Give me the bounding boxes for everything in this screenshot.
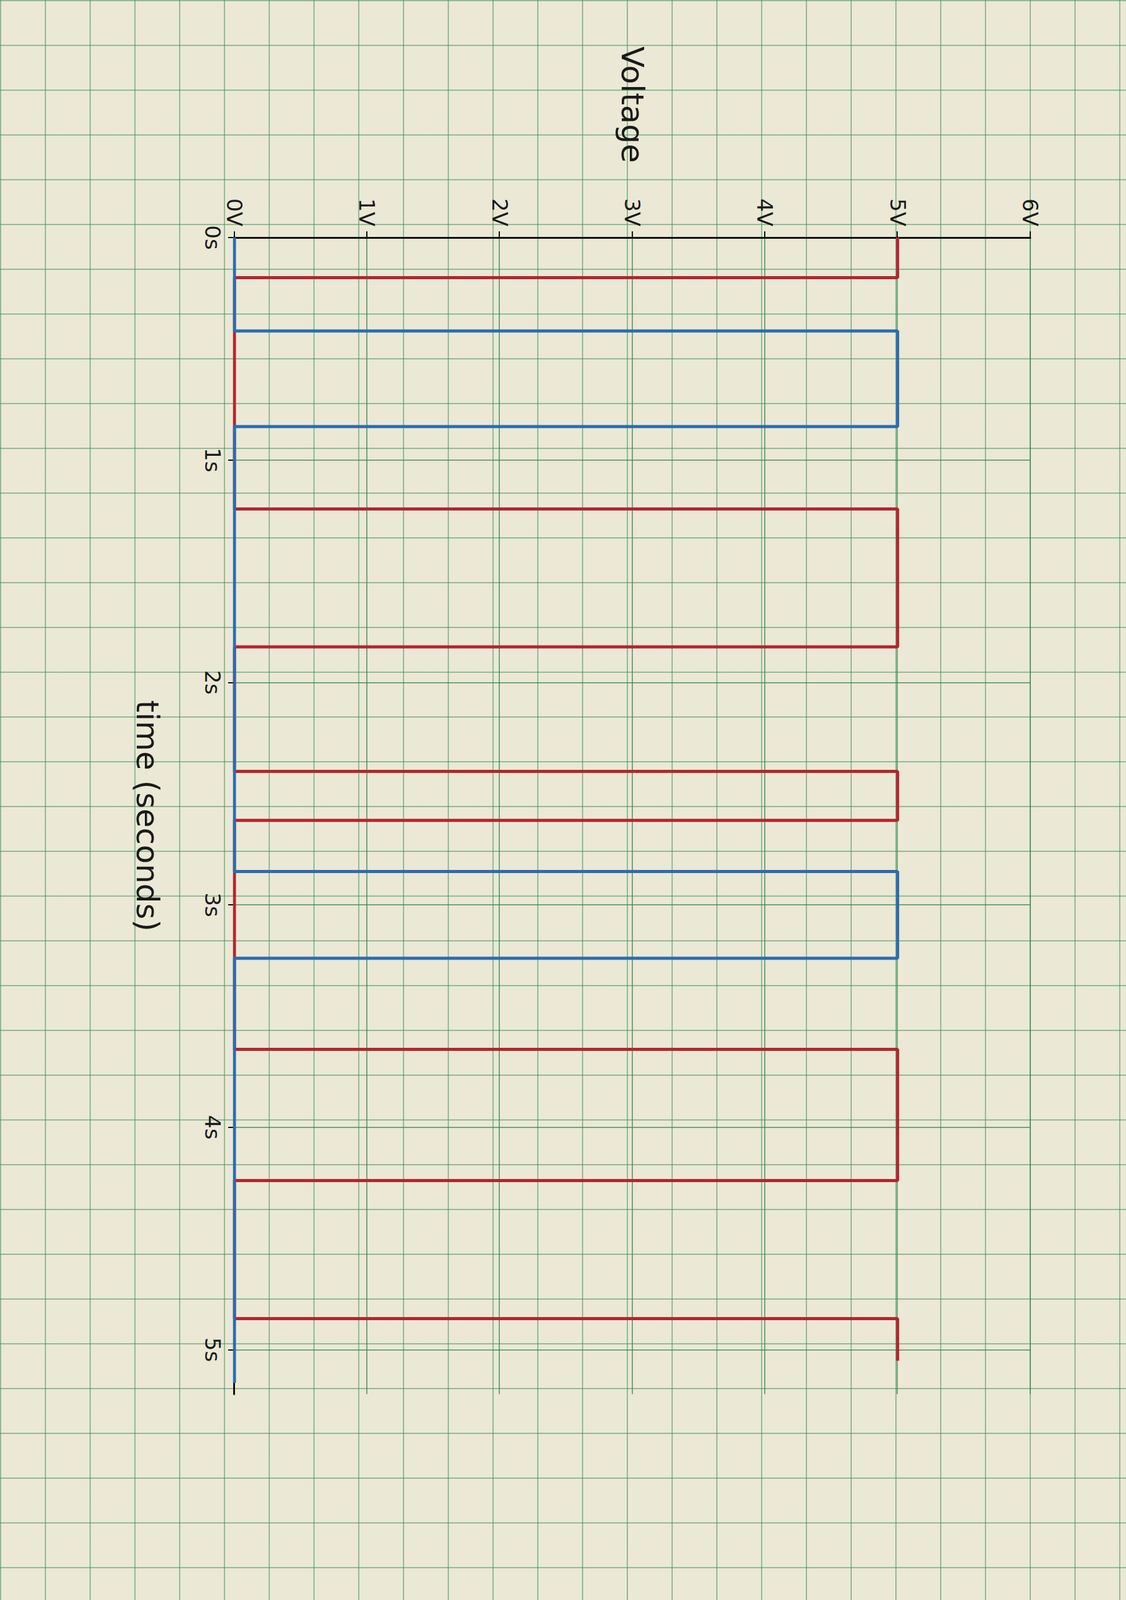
- svg-text:4V: 4V: [752, 198, 778, 227]
- svg-text:0s: 0s: [200, 225, 226, 250]
- svg-text:1V: 1V: [354, 198, 380, 227]
- svg-text:0V: 0V: [221, 198, 247, 227]
- svg-text:1s: 1s: [200, 447, 226, 472]
- svg-text:2V: 2V: [487, 198, 513, 227]
- svg-text:4s: 4s: [200, 1114, 226, 1140]
- svg-text:3V: 3V: [619, 198, 645, 227]
- svg-text:time (seconds): time (seconds): [129, 700, 166, 932]
- svg-text:5s: 5s: [200, 1337, 226, 1362]
- svg-text:Voltage: Voltage: [614, 46, 651, 163]
- svg-text:6V: 6V: [1017, 198, 1043, 227]
- svg-text:2s: 2s: [200, 670, 226, 695]
- svg-text:5V: 5V: [885, 198, 911, 227]
- svg-text:3s: 3s: [200, 892, 226, 917]
